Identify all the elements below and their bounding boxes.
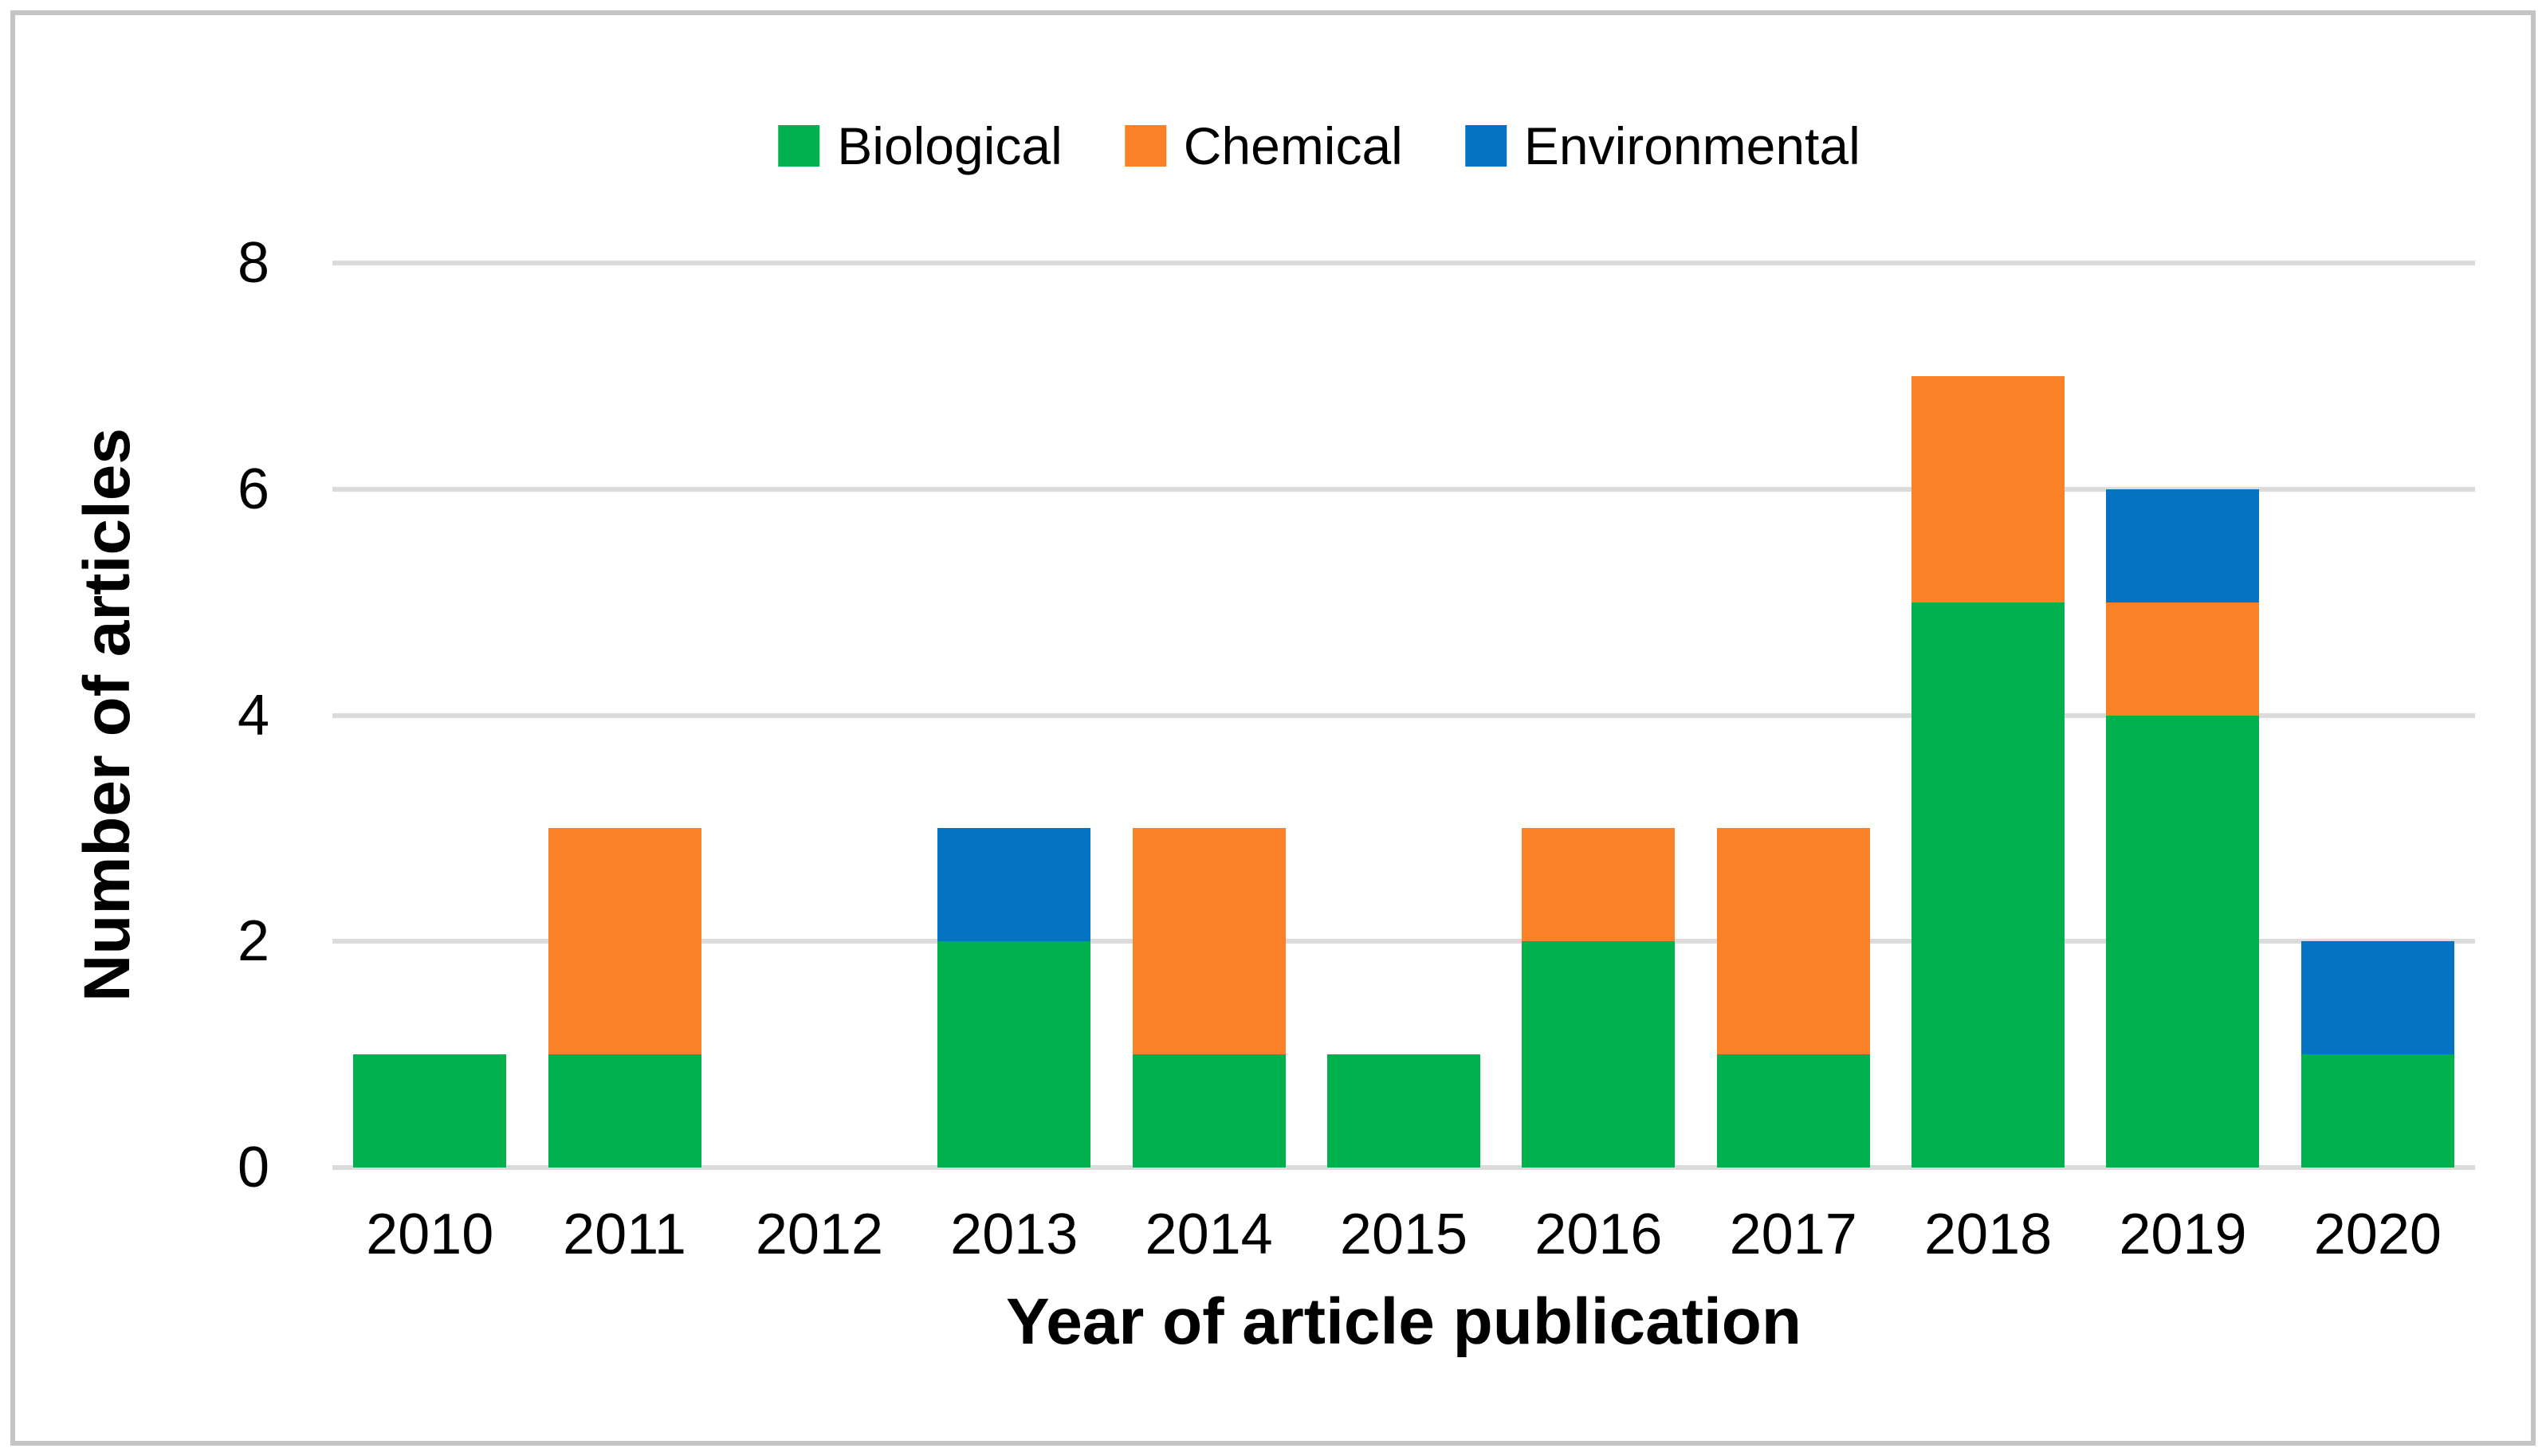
x-tick-label-2016: 2016 — [1534, 1203, 1663, 1266]
x-axis-line — [332, 1165, 2475, 1170]
x-axis-labels: 2010 2011 2012 2013 2014 2015 2016 2017 2018 2019… — [332, 1206, 2475, 1277]
x-tick-label-2013: 2013 — [950, 1203, 1079, 1266]
y-axis-labels: 0 2 4 6 8 — [0, 234, 269, 1196]
bar-2019 — [2106, 263, 2260, 1168]
bar-2015 — [1327, 263, 1480, 1168]
x-tick-label-2012: 2012 — [755, 1203, 883, 1266]
bar-2020 — [2300, 263, 2454, 1168]
bar-segment-biological-2017 — [1716, 1054, 1870, 1168]
x-tick-label-2011: 2011 — [563, 1203, 686, 1266]
bar-segment-chemical-2017 — [1716, 828, 1870, 1055]
legend-label-environmental: Environmental — [1523, 116, 1860, 175]
legend-swatch-environmental — [1464, 125, 1507, 167]
y-tick-label-2: 2 — [237, 909, 269, 974]
y-tick-label-0: 0 — [237, 1136, 269, 1199]
bar-2016 — [1522, 263, 1676, 1168]
chart-legend: Biological Chemical Environmental — [778, 120, 1860, 172]
x-tick-label-2018: 2018 — [1923, 1203, 2053, 1266]
x-tick-label-2015: 2015 — [1339, 1203, 1468, 1266]
bar-segment-chemical-2018 — [1911, 375, 2065, 602]
bar-segment-biological-2013 — [937, 941, 1091, 1168]
bar-segment-biological-2019 — [2106, 715, 2260, 1168]
bar-2010 — [353, 263, 507, 1168]
bar-2013 — [937, 263, 1091, 1168]
y-tick-label-4: 4 — [237, 683, 269, 748]
bar-segment-biological-2018 — [1911, 602, 2065, 1168]
bar-segment-biological-2014 — [1132, 1054, 1286, 1168]
x-tick-label-2020: 2020 — [2313, 1203, 2442, 1266]
bar-segment-environmental-2013 — [937, 828, 1091, 942]
bar-2011 — [548, 263, 701, 1168]
legend-item-biological: Biological — [778, 120, 1063, 172]
bar-2017 — [1716, 263, 1870, 1168]
x-tick-label-2014: 2014 — [1145, 1203, 1273, 1266]
plot-area — [332, 261, 2475, 1170]
bar-segment-biological-2020 — [2300, 1054, 2454, 1168]
bar-segment-biological-2015 — [1327, 1054, 1480, 1168]
bar-segment-chemical-2011 — [548, 828, 701, 1055]
bar-2018 — [1911, 263, 2065, 1168]
bar-segment-environmental-2020 — [2300, 941, 2454, 1055]
gridline-y6 — [332, 486, 2475, 492]
gridline-y8 — [332, 261, 2475, 265]
legend-item-environmental: Environmental — [1464, 116, 1860, 175]
bar-segment-chemical-2016 — [1522, 828, 1676, 942]
bar-segment-chemical-2019 — [2106, 602, 2260, 716]
legend-item-chemical: Chemical — [1124, 116, 1403, 175]
gridline-y4 — [332, 712, 2475, 718]
legend-swatch-chemical — [1124, 125, 1166, 167]
y-tick-label-6: 6 — [237, 457, 269, 521]
legend-label-chemical: Chemical — [1183, 116, 1403, 175]
gridline-y2 — [332, 939, 2475, 944]
x-tick-label-2017: 2017 — [1729, 1203, 1857, 1266]
bar-segment-chemical-2014 — [1132, 828, 1286, 1055]
bar-segment-environmental-2019 — [2106, 489, 2260, 602]
bar-2014 — [1132, 263, 1286, 1168]
legend-label-biological: Biological — [837, 116, 1063, 175]
x-axis-title: Year of article publication — [1006, 1285, 1801, 1358]
legend-swatch-biological — [778, 125, 820, 167]
bar-segment-biological-2010 — [353, 1054, 507, 1168]
y-tick-label-8: 8 — [237, 231, 269, 295]
x-tick-label-2010: 2010 — [366, 1203, 494, 1266]
bar-segment-biological-2011 — [548, 1054, 701, 1168]
x-tick-label-2019: 2019 — [2119, 1203, 2247, 1266]
bar-2012 — [743, 263, 896, 1168]
bar-segment-biological-2016 — [1522, 941, 1676, 1168]
